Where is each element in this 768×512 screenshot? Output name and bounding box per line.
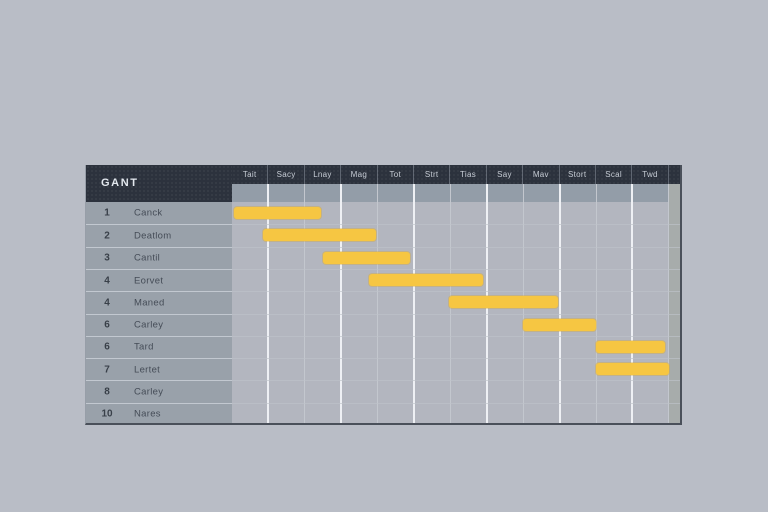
task-name: Maned (134, 297, 165, 309)
task-number: 4 (104, 297, 110, 309)
task-row[interactable]: 10 Nares (86, 402, 232, 425)
task-number: 10 (101, 408, 113, 420)
timeline-header-cell: Strt (414, 165, 451, 184)
gridline-vertical (377, 184, 379, 423)
timeline-header-label: Strt (424, 170, 439, 179)
gridline-horizontal (232, 402, 680, 404)
gridline-horizontal (232, 291, 680, 293)
timeline-header-cell: Sacy (268, 165, 305, 184)
gridline-vertical (631, 184, 634, 423)
gridline-horizontal (232, 380, 680, 382)
task-bar[interactable] (596, 363, 669, 376)
timeline-header-label: Lnay (313, 170, 332, 179)
gridline-vertical (304, 184, 306, 423)
task-bar[interactable] (323, 251, 411, 264)
task-name: Cantil (134, 252, 161, 264)
timeline-header: Tait Sacy Lnay Mag Tot Strt Tias Say Mav Stort Sca… (232, 165, 680, 184)
task-number: 2 (104, 230, 110, 242)
gridline-horizontal (232, 358, 680, 360)
timeline-header-label: Say (497, 170, 512, 179)
chart-title-cell: GANT (86, 165, 232, 202)
gridline-horizontal (232, 335, 680, 337)
task-bar[interactable] (523, 318, 596, 331)
task-number: 4 (104, 275, 110, 287)
timeline-header-label: Twd (642, 170, 658, 179)
timeline-header-cell: Stort (560, 165, 596, 184)
timeline-header-cell: Mag (341, 165, 378, 184)
task-name: Nares (134, 408, 161, 420)
task-name: Carley (134, 319, 164, 331)
task-number: 3 (104, 252, 110, 264)
timeline-header-label: Tias (460, 170, 477, 179)
timeline-header-cell: Twd (632, 165, 669, 184)
gridline-vertical (267, 184, 270, 423)
gridline-vertical (340, 184, 343, 423)
task-name: Eorvet (134, 275, 164, 287)
task-bar[interactable] (233, 207, 322, 220)
gridline-horizontal (232, 268, 680, 270)
task-bar[interactable] (448, 296, 558, 309)
chart-title: GANT (101, 177, 139, 189)
task-row[interactable]: 2 Deatlom (86, 224, 232, 246)
gridline-horizontal (232, 246, 680, 248)
timeline-header-cell: Tias (450, 165, 487, 184)
gantt-chart: GANT Tait Sacy Lnay Mag Tot Strt Tias Say Mav Sto… (85, 165, 682, 425)
gridline-vertical (413, 184, 415, 423)
task-bar[interactable] (262, 229, 376, 242)
timeline-header-label: Mag (350, 170, 368, 179)
task-bar[interactable] (596, 340, 666, 353)
task-row[interactable]: 4 Eorvet (86, 268, 232, 291)
timeline-header-label: Stort (568, 170, 587, 179)
timeline-header-label: Tait (242, 170, 257, 179)
timeline-header-label: Tot (389, 170, 402, 179)
task-name: Tard (134, 341, 154, 353)
timeline-header-label: Sacy (276, 170, 296, 179)
timeline-subheader (232, 184, 680, 202)
task-row[interactable]: 7 Lertet (86, 358, 232, 380)
gridline-vertical (668, 184, 670, 423)
gridline-horizontal (232, 224, 680, 226)
gridline-vertical (595, 184, 597, 423)
timeline-header-cell: Tait (232, 165, 269, 184)
task-name: Carley (134, 386, 164, 398)
timeline-header-label: Mav (532, 170, 549, 179)
task-number: 8 (104, 386, 110, 398)
task-row[interactable]: 4 Maned (86, 291, 232, 313)
timeline-header-filler (669, 165, 680, 184)
timeline-header-cell: Mav (523, 165, 560, 184)
task-name: Deatlom (134, 230, 172, 242)
timeline-header-cell: Lnay (305, 165, 342, 184)
task-row[interactable]: 8 Carley (86, 380, 232, 402)
task-number: 6 (104, 319, 110, 331)
task-number: 6 (104, 341, 110, 353)
timeline-header-cell: Tot (378, 165, 414, 184)
task-row[interactable]: 6 Carley (86, 313, 232, 336)
task-number: 7 (104, 364, 110, 376)
task-list: 1 Canck 2 Deatlom 3 Cantil 4 Eorvet 4 Maned 6 Carle… (86, 202, 232, 423)
timeline-header-label: Scal (605, 170, 622, 179)
timeline-header-cell: Scal (596, 165, 633, 184)
task-row[interactable]: 3 Cantil (86, 246, 232, 269)
gridline-vertical (558, 184, 561, 423)
timeline-header-cell: Say (487, 165, 524, 184)
task-row[interactable]: 6 Tard (86, 335, 232, 358)
task-name: Canck (134, 207, 163, 219)
gridline-horizontal (232, 313, 680, 315)
task-bar[interactable] (368, 274, 484, 287)
task-number: 1 (104, 207, 110, 219)
task-name: Lertet (134, 364, 161, 376)
task-row[interactable]: 1 Canck (86, 202, 232, 224)
right-edge-column (668, 184, 680, 423)
